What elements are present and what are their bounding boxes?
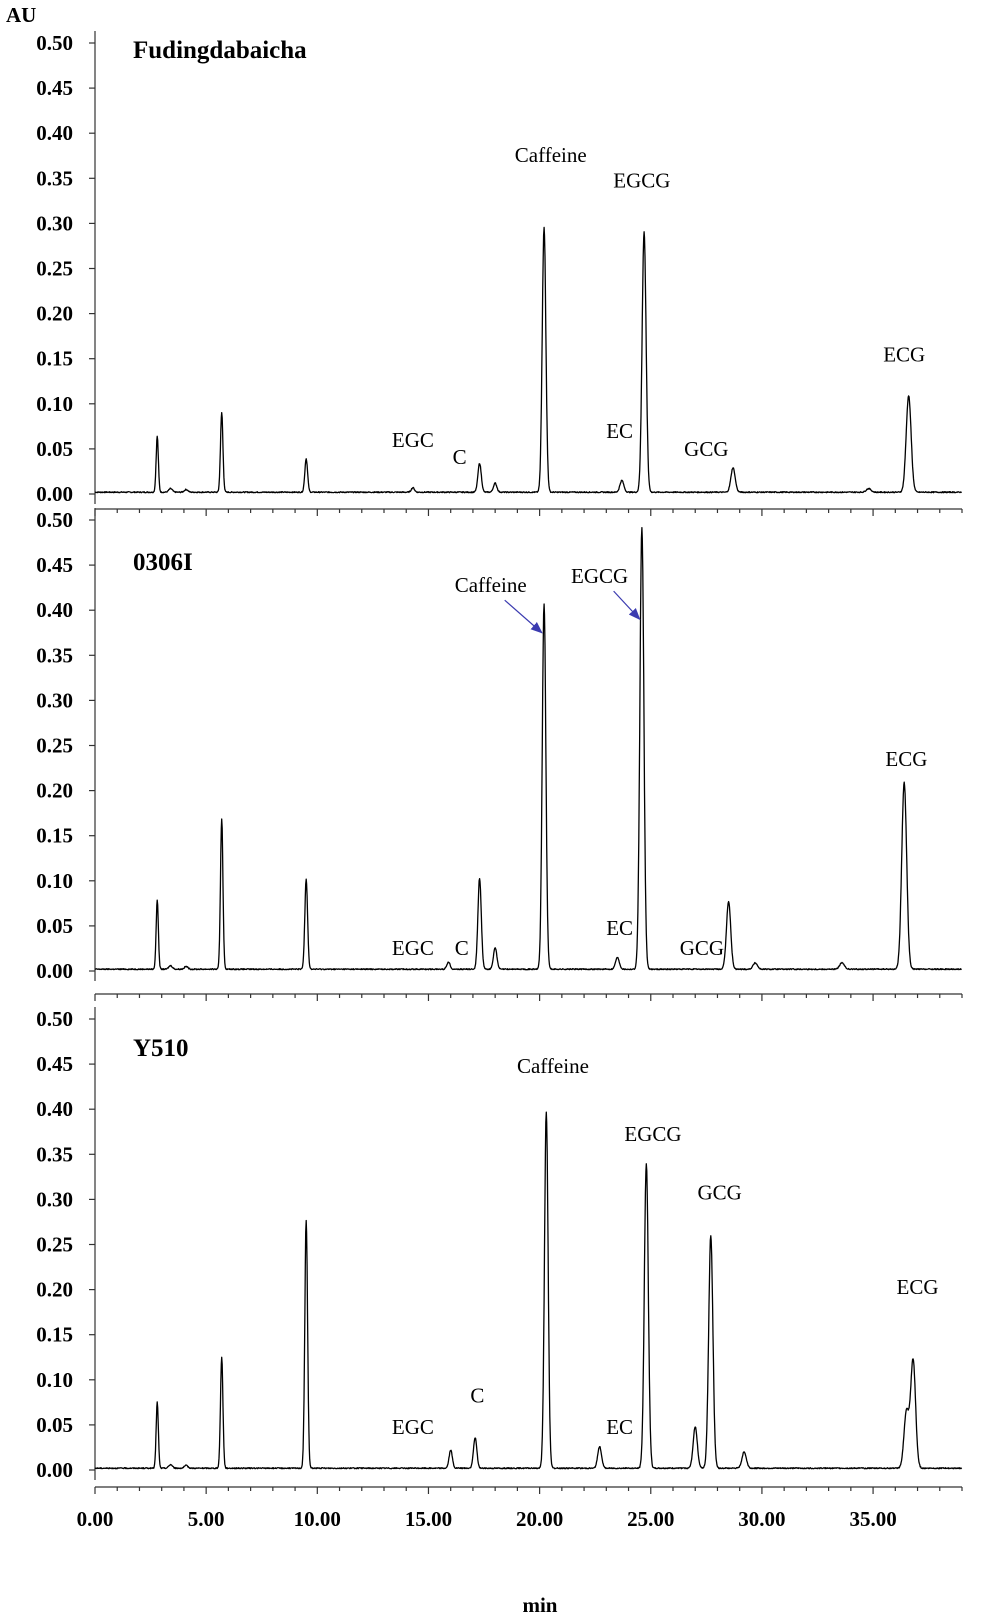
peak-label: Caffeine <box>455 573 527 597</box>
y-tick-label: 0.20 <box>36 1278 73 1302</box>
y-tick-label: 0.40 <box>36 121 73 145</box>
peak-label: EC <box>606 419 633 443</box>
y-tick-label: 0.40 <box>36 1097 73 1121</box>
x-tick-label: 15.00 <box>405 1507 452 1531</box>
y-axis-unit-label: AU <box>6 3 36 27</box>
peak-label: EGC <box>392 936 434 960</box>
peak-label: EGCG <box>571 564 628 588</box>
peak-label: ECG <box>897 1275 939 1299</box>
y-tick-label: 0.20 <box>36 302 73 326</box>
y-tick-label: 0.10 <box>36 1368 73 1392</box>
y-tick-label: 0.50 <box>36 1007 73 1031</box>
peak-label: ECG <box>885 747 927 771</box>
peak-label: EGC <box>392 428 434 452</box>
peak-label: C <box>470 1383 484 1407</box>
y-tick-label: 0.50 <box>36 31 73 55</box>
peak-label: GCG <box>698 1180 742 1204</box>
y-tick-label: 0.10 <box>36 392 73 416</box>
y-tick-label: 0.00 <box>36 959 73 983</box>
y-tick-label: 0.25 <box>36 734 73 758</box>
peak-label: EGC <box>392 1415 434 1439</box>
y-tick-label: 0.45 <box>36 76 73 100</box>
y-tick-label: 0.05 <box>36 437 73 461</box>
y-tick-label: 0.15 <box>36 1323 73 1347</box>
x-tick-label: 10.00 <box>294 1507 341 1531</box>
x-tick-label: 25.00 <box>627 1507 674 1531</box>
y-tick-label: 0.10 <box>36 869 73 893</box>
peak-label: Caffeine <box>515 143 587 167</box>
chromatogram-trace <box>94 226 963 494</box>
peak-label: GCG <box>684 437 728 461</box>
y-tick-label: 0.30 <box>36 1187 73 1211</box>
y-tick-label: 0.00 <box>36 1458 73 1482</box>
y-tick-label: 0.35 <box>36 643 73 667</box>
peak-label: EGCG <box>624 1122 681 1146</box>
y-tick-label: 0.05 <box>36 1413 73 1437</box>
peak-arrow <box>613 590 641 621</box>
peak-arrow <box>504 599 543 634</box>
y-tick-label: 0.30 <box>36 211 73 235</box>
sample-title: Fudingdabaicha <box>133 37 307 64</box>
y-tick-label: 0.45 <box>36 553 73 577</box>
y-tick-label: 0.00 <box>36 482 73 506</box>
sample-title: 0306I <box>133 549 193 576</box>
x-tick-label: 5.00 <box>188 1507 225 1531</box>
peak-label: EC <box>606 916 633 940</box>
peak-label: EC <box>606 1415 633 1439</box>
y-tick-label: 0.15 <box>36 824 73 848</box>
peak-label: GCG <box>680 936 724 960</box>
peak-label: ECG <box>883 342 925 366</box>
y-tick-label: 0.35 <box>36 166 73 190</box>
y-tick-label: 0.35 <box>36 1142 73 1166</box>
peak-label: Caffeine <box>517 1054 589 1078</box>
x-tick-label: 30.00 <box>738 1507 785 1531</box>
peak-label: C <box>455 936 469 960</box>
sample-title: Y510 <box>133 1035 189 1062</box>
y-tick-label: 0.15 <box>36 347 73 371</box>
x-axis-label: min <box>522 1593 557 1617</box>
peak-label: EGCG <box>613 168 670 192</box>
y-tick-label: 0.25 <box>36 1233 73 1257</box>
y-tick-label: 0.25 <box>36 257 73 281</box>
x-tick-label: 20.00 <box>516 1507 563 1531</box>
x-tick-label: 35.00 <box>849 1507 896 1531</box>
chromatogram-trace <box>94 527 962 971</box>
y-tick-label: 0.30 <box>36 688 73 712</box>
peak-label: C <box>453 445 467 469</box>
chromatogram-trace <box>94 1111 963 1470</box>
y-tick-label: 0.05 <box>36 914 73 938</box>
y-tick-label: 0.40 <box>36 598 73 622</box>
x-tick-label: 0.00 <box>77 1507 114 1531</box>
y-tick-label: 0.45 <box>36 1052 73 1076</box>
y-tick-label: 0.20 <box>36 779 73 803</box>
y-tick-label: 0.50 <box>36 508 73 532</box>
